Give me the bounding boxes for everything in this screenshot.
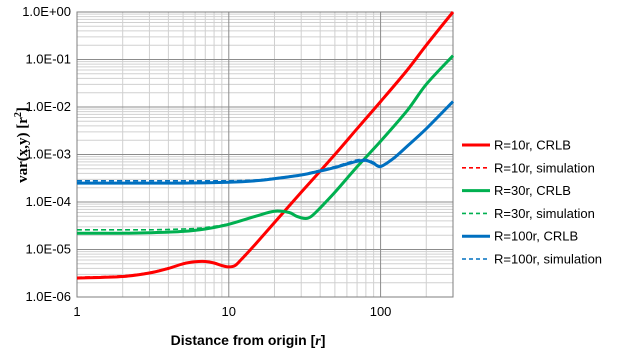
legend: R=10r, CRLB R=10r, simulation R=30r, CRLB R… xyxy=(462,138,602,267)
legend-label-r-100r-simulation: R=100r, simulation xyxy=(494,252,602,267)
legend-label-r-30r-simulation: R=30r, simulation xyxy=(494,206,595,221)
y-tick-label: 1.0E-03 xyxy=(25,147,71,162)
plot-area-border xyxy=(76,11,454,298)
legend-label-r-30r-crlb: R=30r, CRLB xyxy=(494,183,571,198)
x-tick-label: 100 xyxy=(370,304,392,319)
series-lines xyxy=(76,11,455,280)
y-tick-label: 1.0E-04 xyxy=(25,194,71,209)
y-tick-label: 1.0E-02 xyxy=(25,99,71,114)
series-line-r-10r-simulation xyxy=(76,11,454,279)
x-tick-label: 1 xyxy=(73,304,80,319)
x-tick-labels: 1 10 100 xyxy=(73,304,391,319)
legend-label-r-100r-crlb: R=100r, CRLB xyxy=(494,229,578,244)
series-line-r-30r-simulation xyxy=(76,55,454,231)
legend-label-r-10r-simulation: R=10r, simulation xyxy=(494,160,595,175)
series-line-r-10r-crlb xyxy=(76,11,455,280)
y-tick-label: 1.0E-06 xyxy=(25,289,71,304)
y-tick-label: 1.0E-05 xyxy=(25,242,71,257)
y-tick-labels: 1.0E-06 1.0E-05 1.0E-04 1.0E-03 1.0E-02 1.0E-… xyxy=(22,4,71,304)
x-tick-label: 10 xyxy=(222,304,236,319)
series-line-r-100r-simulation xyxy=(77,101,454,182)
y-axis-label: var(x,y) [r2] xyxy=(13,107,31,183)
y-tick-label: 1.0E-01 xyxy=(25,52,71,67)
y-tick-label: 1.0E+00 xyxy=(22,4,71,19)
series-line-r-100r-crlb xyxy=(77,100,455,185)
legend-label-r-10r-crlb: R=10r, CRLB xyxy=(494,138,571,153)
x-axis-label: Distance from origin [r] xyxy=(171,332,326,349)
